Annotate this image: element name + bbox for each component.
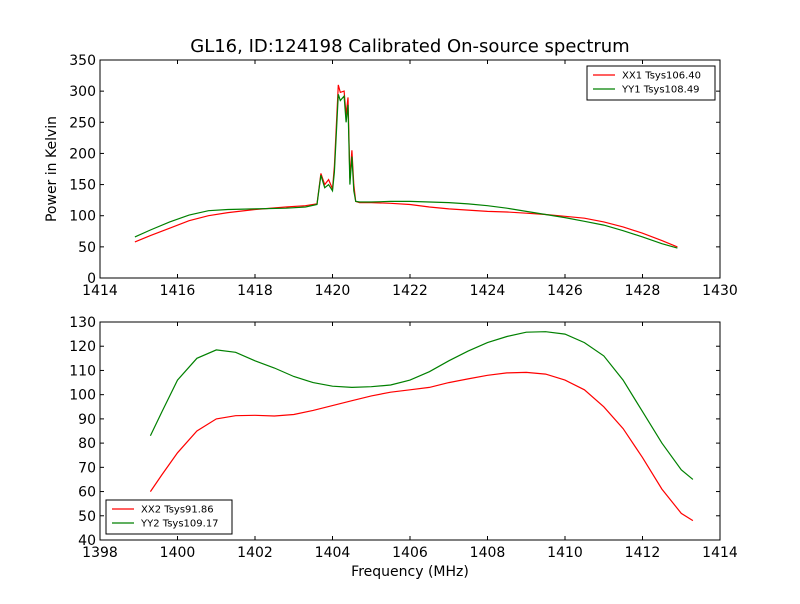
legend-label: YY1 Tsys108.49 (621, 85, 700, 96)
y-tick-label: 250 (69, 115, 96, 131)
series-line-2-2 (149, 331, 694, 480)
y-tick-label: 50 (78, 240, 96, 256)
y-tick-label: 80 (78, 436, 96, 452)
x-tick-label: 1406 (392, 545, 428, 561)
x-tick-label: 1420 (315, 283, 351, 299)
x-tick-label: 1404 (315, 545, 351, 561)
y-tick-label: 150 (69, 178, 96, 194)
legend-frame (586, 65, 716, 101)
y-tick-label: 0 (87, 271, 96, 287)
y-tick-label: 100 (69, 209, 96, 225)
x-tick-label: 1428 (625, 283, 661, 299)
y-tick-label: 350 (69, 53, 96, 69)
x-tick-label: 1398 (82, 545, 118, 561)
legend-frame (105, 499, 233, 535)
y-tick-label: 100 (69, 388, 96, 404)
x-axis-label: Frequency (MHz) (351, 564, 469, 580)
x-tick-label: 1430 (702, 283, 738, 299)
legend: XX1 Tsys106.40 YY1 Tsys108.49 (586, 65, 716, 101)
y-tick-label: 200 (69, 146, 96, 162)
y-tick-label: 110 (69, 363, 96, 379)
x-tick-label: 1422 (392, 283, 428, 299)
x-tick-label: 1418 (237, 283, 273, 299)
y-tick-label: 300 (69, 84, 96, 100)
x-tick-label: 1414 (702, 545, 738, 561)
panel-1: 1414 1416 1418 1420 1422 1424 1426 1428 1430 0 50 1… (44, 53, 738, 299)
panels: 1414 1416 1418 1420 1422 1424 1426 1428 14300501… (44, 53, 738, 580)
y-tick-label: 120 (69, 339, 96, 355)
chart-title: GL16, ID:124198 Calibrated On-source spe… (190, 36, 629, 57)
legend-label: YY2 Tsys109.17 (140, 519, 219, 530)
panel-2: 1398 1400 1402 1404 1406 1408 1410 1412 1414 40 50… (69, 315, 738, 580)
y-tick-label: 50 (78, 509, 96, 525)
x-tick-label: 1402 (237, 545, 273, 561)
y-tick-label: 60 (78, 485, 96, 501)
legend-label: XX1 Tsys106.40 (622, 71, 701, 82)
x-tick-label: 1410 (547, 545, 583, 561)
x-tick-label: 1412 (625, 545, 661, 561)
legend-label: XX2 Tsys91.86 (141, 505, 214, 516)
y-tick-label: 70 (78, 460, 96, 476)
x-tick-label: 1416 (160, 283, 196, 299)
x-tick-label: 1424 (470, 283, 506, 299)
y-tick-label: 40 (78, 533, 96, 549)
x-tick-label: 1408 (470, 545, 506, 561)
legend: XX2 Tsys91.86 YY2 Tsys109.17 (105, 499, 233, 535)
series-line-2-1 (149, 371, 694, 522)
y-tick-label: 90 (78, 412, 96, 428)
y-axis-label: Power in Kelvin (44, 116, 60, 222)
x-tick-label: 1426 (547, 283, 583, 299)
x-tick-label: 1400 (160, 545, 196, 561)
x-tick-label: 1414 (82, 283, 118, 299)
y-tick-label: 130 (69, 315, 96, 331)
series-line-1-2 (134, 94, 678, 249)
